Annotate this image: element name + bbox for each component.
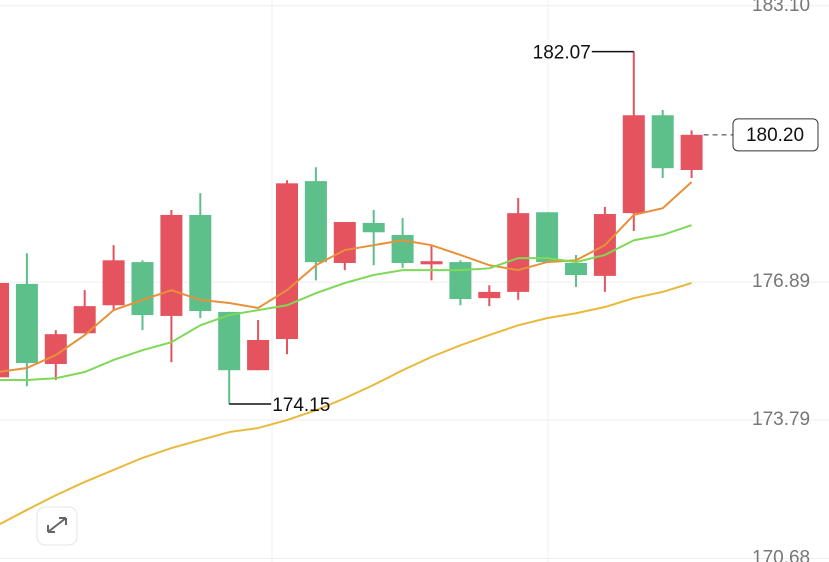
candle-body bbox=[160, 214, 183, 316]
candle-body bbox=[622, 115, 645, 214]
candle-body bbox=[391, 234, 414, 263]
candle-body bbox=[131, 262, 154, 316]
candle-body bbox=[304, 181, 327, 263]
ma-line bbox=[0, 224, 692, 382]
ma-line bbox=[0, 181, 693, 373]
last-price-box bbox=[732, 118, 819, 152]
candle-body bbox=[15, 283, 38, 364]
candle-body bbox=[507, 213, 530, 292]
last-price-label: 180.20 bbox=[746, 125, 804, 146]
ma-line bbox=[0, 282, 692, 526]
y-tick-label: 176.89 bbox=[752, 271, 810, 292]
candle-body bbox=[565, 262, 587, 275]
expand-button[interactable] bbox=[36, 506, 78, 546]
y-tick-label: 170.68 bbox=[752, 547, 810, 562]
candle-body bbox=[362, 222, 385, 233]
expand-icon[interactable] bbox=[47, 517, 67, 533]
y-tick-label: 173.79 bbox=[752, 409, 810, 430]
max-label: 182.07 bbox=[533, 43, 591, 64]
candle-body bbox=[536, 212, 559, 263]
candle-body bbox=[680, 134, 703, 170]
candle-body bbox=[189, 214, 212, 312]
candle-body bbox=[247, 339, 270, 371]
candle-body bbox=[478, 291, 501, 299]
candle-body bbox=[218, 311, 241, 371]
candle-body bbox=[276, 183, 298, 340]
candle-body bbox=[449, 262, 472, 300]
candle-body bbox=[333, 222, 356, 263]
y-tick-label: 183.10 bbox=[752, 0, 810, 16]
candle-body bbox=[651, 115, 674, 169]
candle-body bbox=[73, 306, 96, 334]
candle-body bbox=[102, 260, 125, 306]
min-label: 174.15 bbox=[272, 395, 330, 416]
candle-body bbox=[420, 261, 443, 265]
candle-body bbox=[0, 283, 9, 378]
